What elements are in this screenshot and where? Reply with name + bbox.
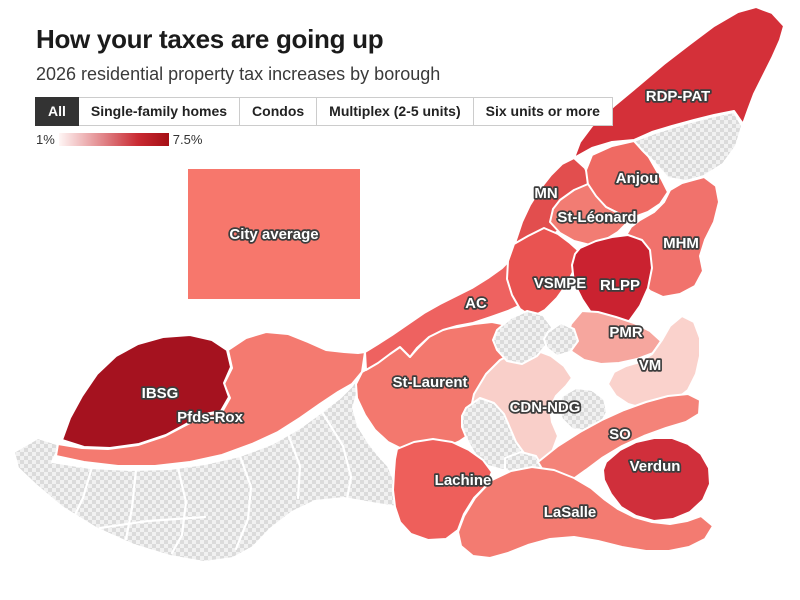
region-rdp-pat[interactable] bbox=[573, 6, 785, 159]
region-vm[interactable] bbox=[607, 315, 701, 409]
filter-tabs: All Single-family homes Condos Multiplex… bbox=[35, 97, 613, 126]
region-mhm-label: MHM bbox=[663, 235, 699, 252]
non-city-area-montreal-est bbox=[633, 111, 743, 182]
region-cdn-ndg-label: CDN-NDG bbox=[510, 399, 581, 416]
map-labels: RDP-PAT MN Anjou St-Léonard MHM VSMPE RL… bbox=[140, 86, 712, 522]
region-rdp-pat-label: RDP-PAT bbox=[646, 88, 710, 105]
legend-gradient-bar bbox=[58, 133, 169, 146]
region-anjou-label: Anjou bbox=[616, 170, 659, 187]
non-city-area-west-island bbox=[13, 370, 398, 563]
region-so-label: SO bbox=[609, 426, 631, 443]
city-average-box bbox=[188, 169, 360, 299]
city-average-label: City average bbox=[229, 226, 318, 243]
region-vsmpe[interactable] bbox=[506, 227, 581, 318]
page-subtitle: 2026 residential property tax increases … bbox=[36, 64, 441, 84]
region-rlpp-label: RLPP bbox=[600, 277, 640, 294]
region-st-leonard[interactable] bbox=[549, 183, 629, 246]
legend-max-label: 7.5% bbox=[172, 132, 203, 147]
region-pmr-label: PMR bbox=[609, 324, 643, 341]
non-city-area-tmr bbox=[492, 310, 553, 365]
region-vm-label: VM bbox=[639, 357, 662, 374]
tab-single-family-homes[interactable]: Single-family homes bbox=[77, 97, 241, 126]
tab-condos[interactable]: Condos bbox=[239, 97, 318, 126]
region-lasalle-label: LaSalle bbox=[544, 504, 597, 521]
tab-all[interactable]: All bbox=[35, 97, 79, 126]
region-ibsg-label: IBSG bbox=[142, 385, 179, 402]
header: How your taxes are going up 2026 residen… bbox=[36, 24, 440, 85]
tab-six-units-or-more[interactable]: Six units or more bbox=[472, 97, 613, 126]
region-ibsg[interactable] bbox=[61, 334, 232, 449]
region-pfds-rox-label: Pfds-Rox bbox=[177, 409, 243, 426]
region-vsmpe-label: VSMPE bbox=[534, 275, 587, 292]
region-rlpp[interactable] bbox=[571, 234, 653, 331]
region-ac-label: AC bbox=[465, 295, 487, 312]
legend-min-label: 1% bbox=[36, 132, 55, 147]
region-mn-label: MN bbox=[534, 185, 557, 202]
color-legend: 1% 7.5% bbox=[36, 132, 202, 147]
region-verdun-label: Verdun bbox=[630, 458, 681, 475]
region-st-laurent-label: St-Laurent bbox=[393, 374, 468, 391]
region-lachine-label: Lachine bbox=[435, 472, 492, 489]
region-verdun[interactable] bbox=[602, 437, 711, 522]
tab-multiplex[interactable]: Multiplex (2-5 units) bbox=[316, 97, 474, 126]
demerged-boundary-lines bbox=[70, 410, 353, 555]
non-city-area-outremont bbox=[543, 322, 579, 357]
region-lasalle[interactable] bbox=[457, 466, 714, 559]
region-st-leonard-label: St-Léonard bbox=[557, 209, 636, 226]
page-title: How your taxes are going up bbox=[36, 24, 384, 54]
